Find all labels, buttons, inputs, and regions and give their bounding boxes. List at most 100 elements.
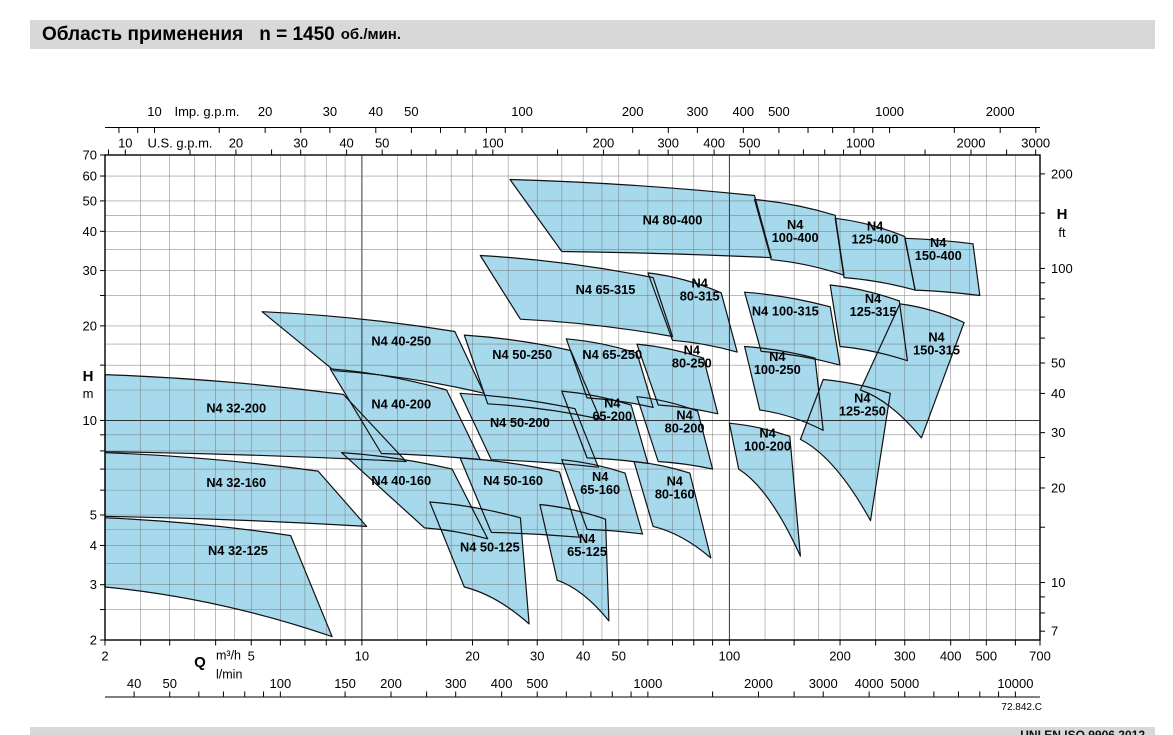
pump-region bbox=[539, 504, 609, 621]
pump-region bbox=[800, 379, 891, 521]
pump-region-outline bbox=[744, 345, 824, 431]
pump-region-label: N4 125-315 bbox=[850, 291, 897, 319]
pump-region-outline bbox=[104, 374, 407, 463]
bottom-clipped-bar: UNI EN ISO 9906 2012 bbox=[30, 727, 1155, 735]
h-ft-axis-symbol: H bbox=[1057, 206, 1068, 223]
pump-region-label: N4 100-200 bbox=[744, 426, 791, 454]
pump-region-label: N4 50-200 bbox=[490, 415, 550, 430]
pump-region bbox=[330, 368, 481, 460]
pump-region-outline bbox=[539, 503, 610, 622]
us-gpm-tick-label: 20 bbox=[229, 136, 243, 151]
q-m3h-tick-label: 500 bbox=[975, 649, 997, 664]
q-m3h-tick-label: 200 bbox=[829, 649, 851, 664]
us-gpm-tick-label: 200 bbox=[593, 136, 615, 151]
pump-region-outline bbox=[561, 459, 644, 535]
pump-region-outline bbox=[904, 237, 981, 297]
pump-region-label: N4 50-125 bbox=[460, 540, 520, 555]
q-m3h-tick-label: 40 bbox=[576, 649, 590, 664]
pump-region-outline bbox=[561, 390, 649, 464]
plot-frame bbox=[104, 154, 1041, 641]
us-gpm-tick-label: 1000 bbox=[846, 136, 875, 151]
h-ft-tick-label: 20 bbox=[1051, 480, 1065, 495]
us-gpm-tick-label: 300 bbox=[657, 136, 679, 151]
h-m-tick-label: 40 bbox=[83, 224, 97, 239]
us-gpm-tick-label: 30 bbox=[293, 136, 307, 151]
q-axis-symbol: Q bbox=[194, 654, 206, 671]
pump-region-outline bbox=[636, 343, 719, 415]
pump-region-outline bbox=[728, 422, 801, 557]
q-lmin-tick-label: 1000 bbox=[633, 676, 662, 691]
h-ft-tick-label: 40 bbox=[1051, 386, 1065, 401]
h-ft-tick-label: 50 bbox=[1051, 355, 1065, 370]
h-m-tick-label: 30 bbox=[83, 263, 97, 278]
q-m3h-axis-unit: m³/h bbox=[216, 649, 241, 663]
pump-region-label: N4 100-315 bbox=[752, 304, 819, 319]
h-m-tick-label: 70 bbox=[83, 148, 97, 163]
h-m-tick-label: 20 bbox=[83, 318, 97, 333]
pump-region bbox=[860, 303, 965, 438]
imp-gpm-tick-label: 20 bbox=[258, 104, 272, 119]
pump-region-outline bbox=[647, 272, 738, 353]
us-gpm-tick-label: 100 bbox=[482, 136, 504, 151]
pump-region-outline bbox=[744, 291, 841, 366]
us-gpm-tick-label: 40 bbox=[339, 136, 353, 151]
q-lmin-tick-label: 100 bbox=[270, 676, 292, 691]
q-lmin-axis-unit: l/min bbox=[216, 668, 242, 682]
h-m-tick-label: 10 bbox=[83, 413, 97, 428]
pump-region-label: N4 50-250 bbox=[492, 347, 552, 362]
h-m-tick-label: 50 bbox=[83, 193, 97, 208]
pump-region-labels: N4 32-125 N4 32-160 N4 32-200 N4 40-160 N4 4… bbox=[206, 212, 961, 559]
pump-region-label: N4 40-160 bbox=[371, 473, 431, 488]
axes: 10 20 30 40 50 100 200 300 400 500 1000 2000 Imp. g.… bbox=[83, 104, 1073, 698]
us-gpm-tick-label: 2000 bbox=[957, 136, 986, 151]
imp-gpm-tick-label: 400 bbox=[732, 104, 754, 119]
us-gpm-tick-label: 3000 bbox=[1021, 136, 1050, 151]
drawing-number: 72.842.C bbox=[1001, 702, 1042, 713]
q-m3h-tick-label: 300 bbox=[894, 649, 916, 664]
pump-region bbox=[510, 179, 772, 258]
imp-gpm-tick-label: 10 bbox=[147, 104, 161, 119]
h-ft-axis-unit: ft bbox=[1058, 225, 1066, 240]
q-lmin-tick-label: 400 bbox=[491, 676, 513, 691]
q-m3h-tick-label: 700 bbox=[1029, 649, 1051, 664]
pump-region-label: N4 32-200 bbox=[206, 401, 266, 416]
pump-region-label: N4 32-160 bbox=[206, 475, 266, 490]
pump-region-label: N4 65-160 bbox=[580, 469, 620, 497]
q-lmin-tick-label: 500 bbox=[526, 676, 548, 691]
pump-region-label: N4 80-400 bbox=[643, 212, 703, 227]
pump-region-label: N4 80-160 bbox=[655, 473, 695, 501]
pump-region bbox=[105, 374, 407, 462]
q-lmin-tick-label: 50 bbox=[162, 676, 176, 691]
pump-region bbox=[105, 452, 367, 527]
pump-region-outline bbox=[829, 284, 908, 362]
q-lmin-tick-label: 150 bbox=[334, 676, 356, 691]
h-m-tick-label: 4 bbox=[90, 538, 97, 553]
h-ft-tick-label: 7 bbox=[1051, 624, 1058, 639]
h-ft-tick-label: 10 bbox=[1051, 575, 1065, 590]
pump-region-label: N4 40-250 bbox=[371, 334, 431, 349]
pump-region-outline bbox=[799, 378, 891, 522]
q-m3h-tick-label: 50 bbox=[612, 649, 626, 664]
q-m3h-tick-label: 400 bbox=[940, 649, 962, 664]
h-ft-tick-label: 100 bbox=[1051, 261, 1073, 276]
pump-region-outline bbox=[104, 517, 333, 638]
pump-regions-outline bbox=[104, 178, 981, 638]
pump-region bbox=[904, 238, 980, 296]
us-gpm-tick-label: 50 bbox=[375, 136, 389, 151]
pump-region bbox=[636, 344, 718, 414]
pump-region bbox=[744, 292, 840, 366]
q-m3h-tick-label: 30 bbox=[530, 649, 544, 664]
pump-region-label: N4 100-400 bbox=[772, 217, 819, 245]
pump-region-outline bbox=[104, 452, 368, 527]
q-m3h-tick-label: 10 bbox=[355, 649, 369, 664]
pump-region-outline bbox=[261, 311, 485, 394]
pump-region-label: N4 40-200 bbox=[371, 397, 431, 412]
standard-reference-text: UNI EN ISO 9906 2012 bbox=[1020, 728, 1145, 735]
h-m-axis-symbol: H bbox=[83, 368, 94, 385]
us-gpm-axis-title: U.S. g.p.m. bbox=[147, 136, 212, 151]
pump-region-label: N4 32-125 bbox=[208, 543, 268, 558]
pump-region-outline bbox=[459, 457, 580, 538]
q-m3h-tick-label: 100 bbox=[719, 649, 741, 664]
q-m3h-tick-label: 5 bbox=[248, 649, 255, 664]
page-title: Область применения bbox=[42, 23, 244, 45]
